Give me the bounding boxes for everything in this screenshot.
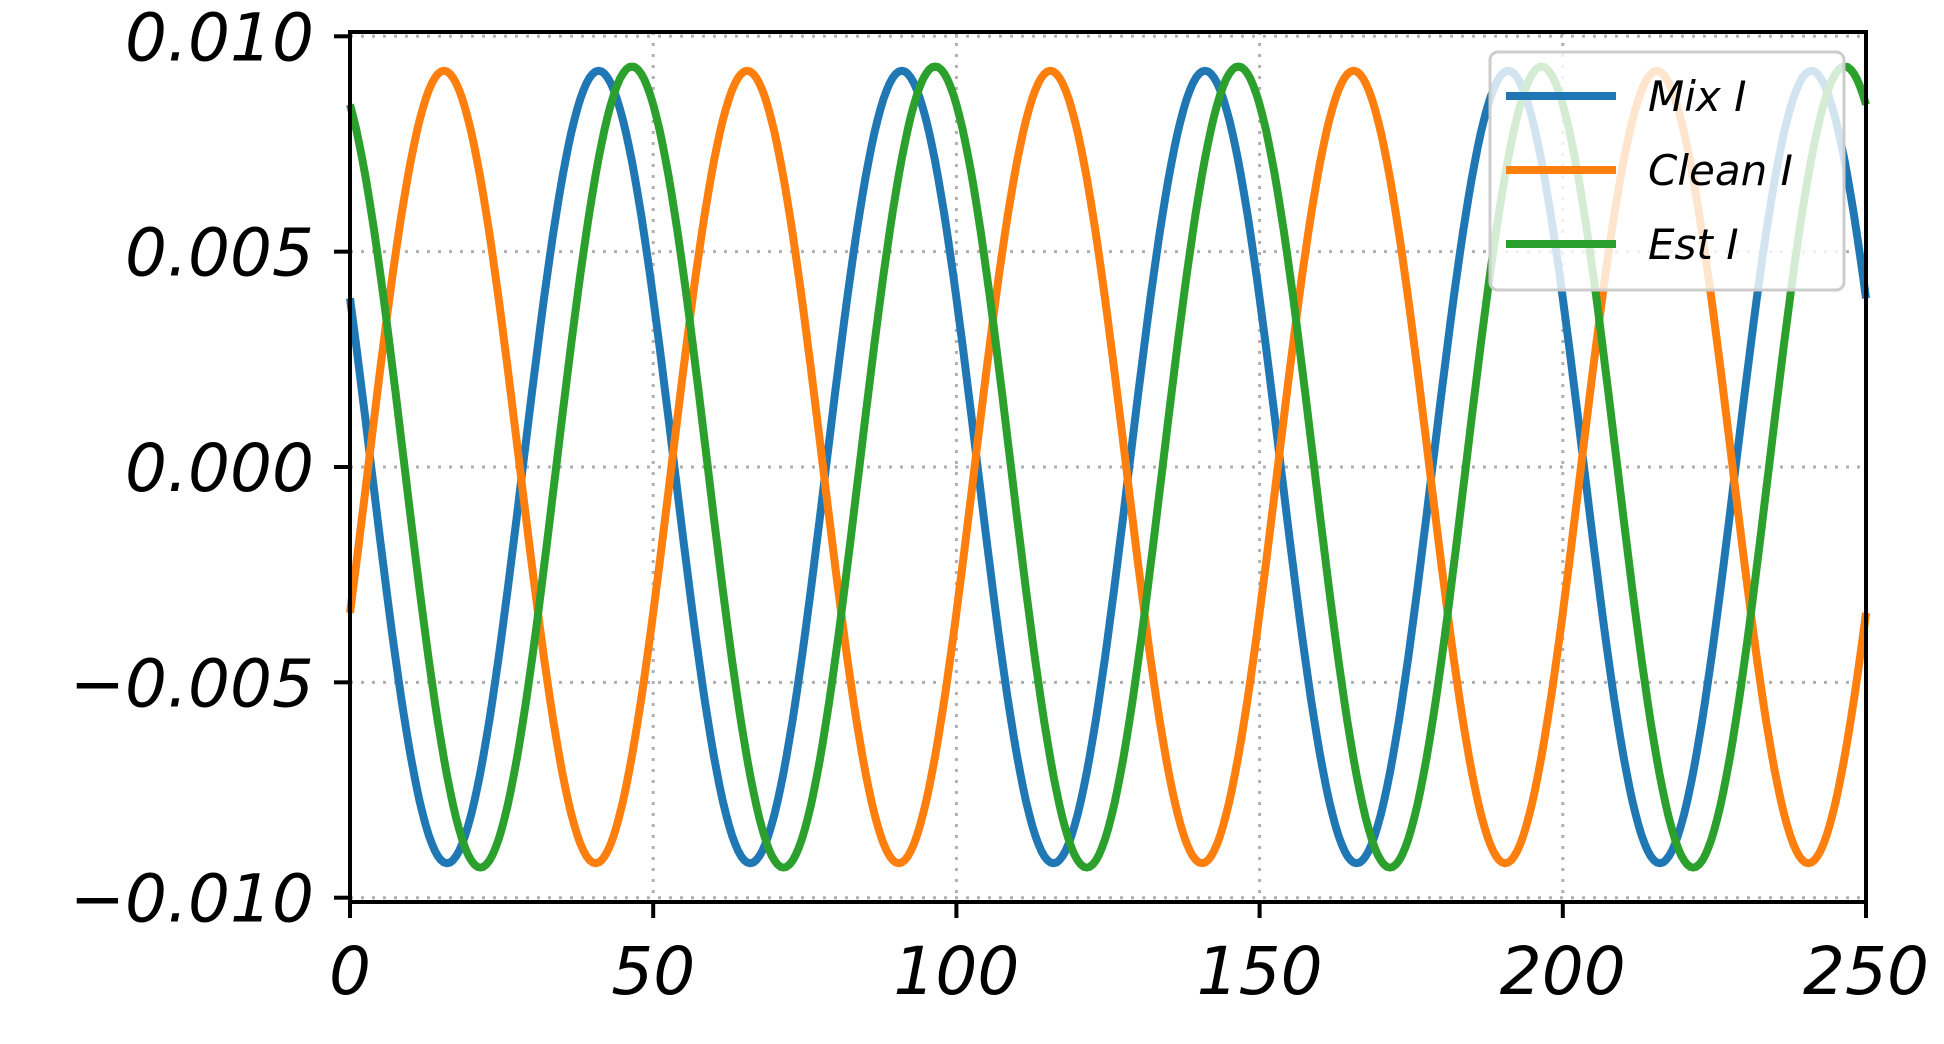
y-tick-label: −0.005 (70, 645, 314, 722)
y-tick-label: −0.010 (70, 861, 314, 938)
x-tick-label: 0 (329, 933, 371, 1010)
y-axis: 0.010 0.005 0.000 −0.005 −0.010 (70, 0, 350, 938)
y-tick-label: 0.000 (125, 430, 314, 507)
series-line-est-i (346, 62, 1870, 872)
legend-label: Clean I (1648, 146, 1793, 195)
legend-label: Mix I (1648, 72, 1747, 121)
x-tick-label: 100 (893, 933, 1019, 1010)
legend-label: Est I (1648, 220, 1739, 269)
y-tick-label: 0.005 (125, 215, 314, 292)
series-line-mix-i (346, 66, 1870, 868)
legend-box (1488, 50, 1846, 292)
legend: Mix I Clean I Est I (1488, 50, 1846, 292)
x-tick-label: 50 (611, 933, 695, 1010)
x-tick-label: 200 (1500, 933, 1626, 1010)
x-tick-label: 250 (1803, 933, 1929, 1010)
x-tick-label: 150 (1197, 933, 1323, 1010)
x-axis: 0 50 100 150 200 250 (329, 902, 1929, 1010)
y-tick-label: 0.010 (125, 0, 314, 76)
